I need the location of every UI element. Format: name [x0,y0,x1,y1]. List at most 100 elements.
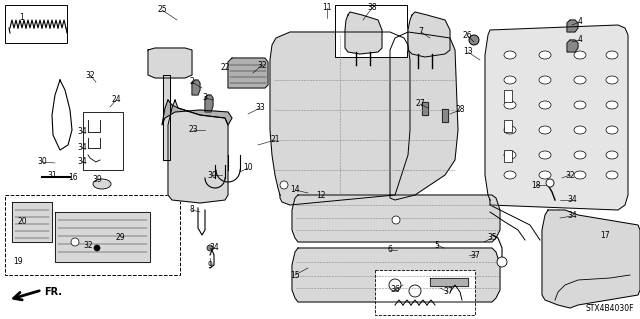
Bar [504,90,512,102]
Polygon shape [163,75,170,160]
Text: 25: 25 [157,5,167,14]
Circle shape [497,257,507,267]
Ellipse shape [539,51,551,59]
Ellipse shape [574,101,586,109]
Circle shape [207,245,213,251]
Ellipse shape [539,101,551,109]
Polygon shape [567,40,578,52]
Text: 37: 37 [470,250,480,259]
Text: 34: 34 [209,243,219,253]
Polygon shape [148,48,192,78]
Polygon shape [542,210,640,308]
Polygon shape [442,109,448,122]
Text: 35: 35 [487,234,497,242]
Text: 34: 34 [77,158,87,167]
Polygon shape [485,25,628,210]
Text: 32: 32 [565,170,575,180]
Bar [5,195,180,275]
Text: 23: 23 [188,125,198,135]
Ellipse shape [539,76,551,84]
Polygon shape [567,20,578,32]
Text: 30: 30 [207,170,217,180]
Polygon shape [408,12,450,57]
Text: 11: 11 [323,4,332,12]
Text: 34: 34 [567,211,577,220]
Text: 19: 19 [13,257,23,266]
Text: 24: 24 [111,95,121,105]
Text: 17: 17 [600,231,610,240]
Ellipse shape [574,76,586,84]
Polygon shape [205,95,213,112]
Bar [504,150,512,162]
Polygon shape [162,100,232,125]
Text: 30: 30 [37,158,47,167]
Polygon shape [168,100,228,203]
Text: 16: 16 [68,174,78,182]
Ellipse shape [504,76,516,84]
Ellipse shape [574,51,586,59]
Text: 8: 8 [189,205,195,214]
Text: 26: 26 [462,31,472,40]
Text: 38: 38 [367,4,377,12]
Text: 15: 15 [290,271,300,279]
Text: 18: 18 [531,181,541,189]
Ellipse shape [539,171,551,179]
Polygon shape [12,202,52,242]
Text: 4: 4 [577,18,582,26]
Text: 32: 32 [257,61,267,70]
Polygon shape [422,102,428,115]
Polygon shape [390,32,458,200]
Bar [375,270,475,315]
Text: 31: 31 [47,170,57,180]
Ellipse shape [574,171,586,179]
Ellipse shape [574,126,586,134]
Bar [335,5,407,57]
Text: 1: 1 [20,13,24,23]
Circle shape [389,279,401,291]
Text: 4: 4 [577,35,582,44]
Text: 7: 7 [419,27,424,36]
Text: 22: 22 [220,63,230,72]
Text: 10: 10 [243,164,253,173]
Ellipse shape [606,76,618,84]
Text: 13: 13 [463,48,473,56]
Ellipse shape [606,171,618,179]
Circle shape [280,181,288,189]
Polygon shape [292,195,500,242]
Ellipse shape [504,171,516,179]
Polygon shape [228,58,268,88]
Ellipse shape [539,151,551,159]
Circle shape [71,238,79,246]
Bar [83,112,123,170]
Ellipse shape [606,51,618,59]
Ellipse shape [93,179,111,189]
Text: STX4B4030F: STX4B4030F [586,304,634,313]
Text: 34: 34 [77,144,87,152]
Text: 34: 34 [567,196,577,204]
Text: 27: 27 [415,100,425,108]
Text: 36: 36 [390,286,400,294]
Polygon shape [270,32,410,205]
Text: 3: 3 [203,93,207,102]
Polygon shape [430,278,468,286]
Text: 12: 12 [316,190,326,199]
Text: 33: 33 [255,103,265,113]
Ellipse shape [504,151,516,159]
Ellipse shape [574,151,586,159]
Text: 28: 28 [455,106,465,115]
Text: 14: 14 [290,186,300,195]
Ellipse shape [606,101,618,109]
Text: 37: 37 [443,287,453,296]
Text: 32: 32 [83,241,93,249]
Text: 5: 5 [435,241,440,249]
Circle shape [469,35,479,45]
Text: 9: 9 [207,261,212,270]
Ellipse shape [606,151,618,159]
Text: 6: 6 [388,246,392,255]
Text: 21: 21 [270,136,280,145]
Ellipse shape [504,101,516,109]
Ellipse shape [504,51,516,59]
Ellipse shape [606,126,618,134]
Bar [5,5,67,43]
Ellipse shape [504,126,516,134]
